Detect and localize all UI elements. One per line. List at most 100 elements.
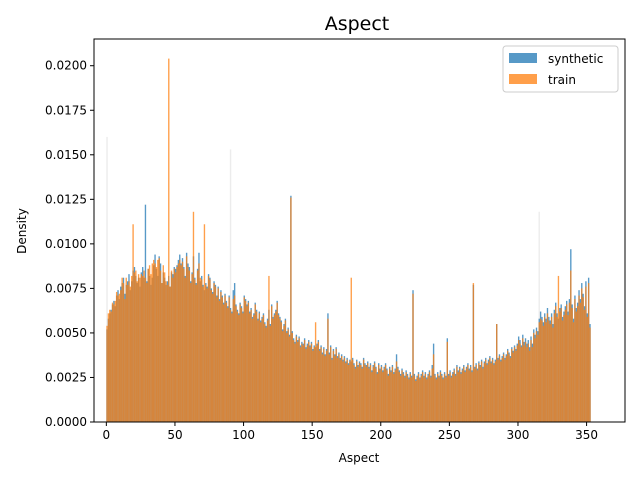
bar-train [527,343,529,422]
bar-train [209,279,211,422]
y-tick-label: 0.0150 [45,148,87,162]
bar-train [416,377,418,422]
bar-train [391,366,394,422]
y-tick-label: 0.0125 [45,192,87,206]
bar-train [582,297,584,422]
bar-train [538,322,540,422]
bar-train [564,309,566,422]
faint-spike-bar [538,211,540,422]
bar-train [475,364,477,422]
bar-train [275,311,277,422]
bar-train [406,375,409,422]
bar-train [310,343,313,422]
bar-train [165,281,167,422]
bar-train [162,265,164,422]
x-axis-ticks: 0 50 100 150 200 250 300 350 [103,422,598,442]
bar-train [325,350,328,422]
bar-train [496,324,498,422]
bar-train [448,375,450,422]
bar-train [427,375,429,422]
bar-train [240,307,243,422]
bar-train [183,268,185,422]
bar-train [210,290,212,422]
bar-train [478,363,480,422]
bar-train [501,357,503,422]
bar-train [220,291,222,422]
bar-train [482,368,484,422]
bar-train [498,356,501,422]
bar-train [378,364,380,422]
bar-train [570,270,572,422]
bar-train [120,290,122,422]
bar-train [430,377,432,422]
bar-train [460,373,462,422]
y-tick-label: 0.0050 [45,326,87,340]
bar-train [542,325,545,422]
bar-train [587,283,590,422]
y-tick-label: 0.0200 [45,59,87,73]
bar-train [405,372,407,422]
bar-train [560,307,562,422]
bar-train [257,320,259,422]
bar-train [339,359,341,422]
bar-train [415,381,417,422]
bar-train [437,373,439,422]
bar-train [533,332,535,422]
bar-train [517,340,520,422]
bar-train [158,258,160,422]
bar-train [269,325,271,422]
x-tick-label: 100 [232,428,255,442]
bar-train [244,300,247,422]
bar-train [409,373,411,422]
bar-train [225,302,228,422]
bar-train [132,224,134,422]
bar-train [198,263,200,422]
bar-train [461,370,464,422]
bar-train [320,347,322,422]
bar-train [579,302,582,422]
bar-train [232,299,234,422]
bar-train [445,377,447,422]
bar-train [169,286,171,422]
bar-train [343,357,346,422]
bar-train [113,304,115,422]
bar-train [301,343,303,422]
bar-train [280,322,282,422]
bar-train [316,345,318,422]
bar-train [523,345,525,422]
bar-train [373,363,376,422]
bar-train [497,359,499,422]
bar-train [246,306,248,422]
bar-train [135,270,137,422]
bar-train [566,304,568,422]
bar-train [431,368,433,422]
bar-train [346,359,348,422]
bar-train [563,315,565,422]
bar-train [417,373,420,422]
bar-train [126,284,129,422]
bar-train [342,361,344,422]
bar-train [387,375,389,422]
bar-train [299,347,302,422]
bar-train [251,318,254,422]
bar-train [117,295,119,422]
bar-train [328,354,330,422]
bar-train [471,372,473,422]
bar-train [379,370,381,422]
bar-train [367,363,369,422]
bar-train [188,270,191,422]
bar-train [298,338,300,422]
bar-train [335,348,337,422]
bar-train [537,334,539,422]
bar-train [272,318,274,422]
bar-train [179,259,181,422]
bar-train [549,324,551,422]
bar-train [231,313,233,422]
bar-train [469,366,472,422]
bar-train [519,343,521,422]
bar-train [389,368,391,422]
bar-train [474,368,476,422]
bar-train [435,379,438,422]
bar-train [308,341,310,422]
bar-train [192,211,195,422]
